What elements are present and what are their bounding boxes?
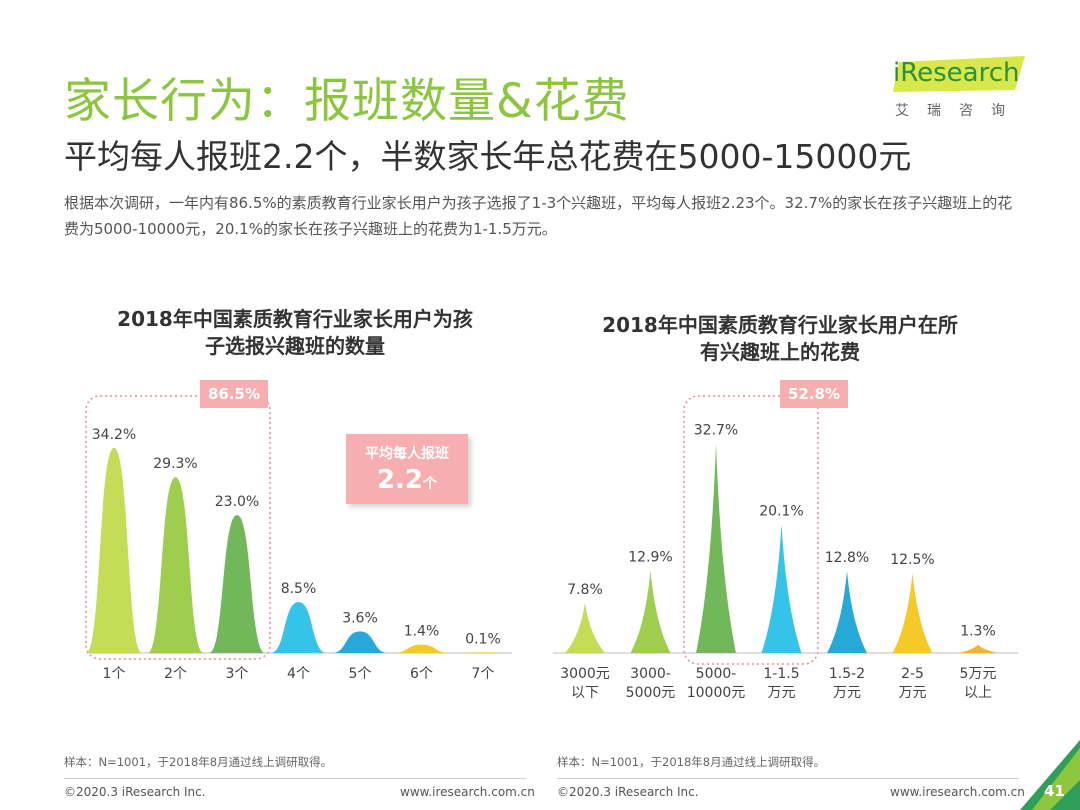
chart1-mark-0: [86, 447, 142, 653]
chart1-mark-1: [147, 477, 204, 653]
chart1-mark-2: [209, 515, 265, 653]
chart1-category-label-1: 2个: [164, 666, 187, 682]
chart1-value-label-6: 0.1%: [465, 631, 501, 647]
chart2-value-label-5: 12.5%: [890, 552, 934, 568]
average-callout-label: 平均每人报班: [365, 446, 449, 462]
chart2-value-label-6: 1.3%: [960, 624, 996, 640]
footer-divider-left: [64, 778, 526, 779]
chart2-category-label-1-0: 3000-: [630, 666, 671, 682]
chart2-mark-4: [827, 571, 867, 653]
chart2-category-label-3-1: 万元: [768, 685, 796, 701]
chart2-value-label-4: 12.8%: [825, 550, 869, 566]
chart2-value-label-1: 12.9%: [628, 549, 672, 565]
chart2-mark-6: [958, 644, 998, 653]
chart2-value-label-3: 20.1%: [759, 503, 803, 519]
chart2-sample-note: 样本：N=1001，于2018年8月通过线上调研取得。: [557, 755, 826, 769]
chart2-category-label-3-0: 1-1.5: [763, 666, 799, 682]
chart1-highlight-box: [85, 395, 271, 660]
chart1-mark-6: [455, 652, 511, 653]
chart2-plot: [553, 395, 1018, 665]
average-callout-value: 2.2个: [376, 465, 438, 495]
chart2-highlight-badge: 52.8%: [780, 380, 848, 408]
average-callout: 平均每人报班 2.2个: [346, 434, 468, 504]
footer-divider-right: [557, 778, 1019, 779]
iresearch-logo: iResearch 艾瑞咨询: [893, 56, 1028, 128]
average-callout-unit: 个: [423, 476, 438, 492]
chart2-category-label-4-1: 万元: [833, 685, 861, 701]
chart2-category-label-4-0: 1.5-2: [829, 666, 865, 682]
chart2-category-label-2-1: 10000元: [687, 685, 746, 701]
chart2-category-label-6-0: 5万元: [960, 666, 997, 682]
chart2-category-label-5-0: 2-5: [901, 666, 924, 682]
footer-copyright-right: ©2020.3 iResearch Inc.: [557, 785, 699, 799]
chart2-mark-3: [761, 524, 802, 653]
chart2-category-label-1-1: 5000元: [626, 685, 676, 701]
chart2-category-label-0-1: 以下: [571, 685, 599, 701]
chart1-title: 2018年中国素质教育行业家长用户为孩子选报兴趣班的数量: [117, 307, 473, 358]
chart2-mark-2: [696, 443, 736, 653]
chart1-sample-note: 样本：N=1001，于2018年8月通过线上调研取得。: [64, 755, 333, 769]
chart1-value-label-5: 1.4%: [404, 624, 440, 640]
page-number: 41: [1044, 782, 1065, 800]
chart1-value-label-3: 8.5%: [281, 581, 317, 597]
chart2-category-label-0-0: 3000元: [560, 666, 610, 682]
chart2-mark-1: [630, 570, 671, 653]
chart1-value-label-0: 34.2%: [92, 427, 136, 443]
logo-brand-text: iResearch: [893, 58, 1020, 88]
page-title: 家长行为：报班数量&花费: [64, 74, 630, 129]
page-subtitle: 平均每人报班2.2个，半数家长年总花费在5000-15000元: [64, 137, 912, 176]
chart1-category-label-0: 1个: [103, 666, 126, 682]
chart1-value-label-2: 23.0%: [215, 494, 259, 510]
footer-copyright-left: ©2020.3 iResearch Inc.: [64, 785, 206, 799]
chart1-mark-5: [393, 644, 450, 653]
chart2-mark-0: [565, 603, 605, 653]
chart1-category-label-3: 4个: [287, 666, 310, 682]
footer-website-right[interactable]: www.iresearch.com.cn: [890, 785, 1025, 799]
chart2-category-label-2-0: 5000-: [696, 666, 737, 682]
chart1-value-label-4: 3.6%: [342, 610, 378, 626]
chart1-category-label-4: 5个: [349, 666, 372, 682]
footer-website-left[interactable]: www.iresearch.com.cn: [400, 785, 535, 799]
chart2-title: 2018年中国素质教育行业家长用户在所有兴趣班上的花费: [602, 313, 958, 364]
chart1-value-label-1: 29.3%: [153, 456, 197, 472]
chart2-category-label-6-1: 以上: [964, 685, 992, 701]
logo-cn-text: 艾瑞咨询: [895, 103, 1023, 119]
chart2-mark-5: [892, 573, 933, 653]
chart1-category-label-5: 6个: [410, 666, 433, 682]
chart2-value-label-2: 32.7%: [694, 423, 738, 439]
chart1-highlight-badge: 86.5%: [200, 380, 268, 408]
logo-swoosh-icon: [893, 56, 1025, 92]
chart2-value-label-0: 7.8%: [567, 582, 603, 598]
chart1-mark-4: [332, 631, 388, 653]
chart1-category-label-2: 3个: [226, 666, 249, 682]
chart1-plot: [85, 395, 512, 660]
chart2-category-label-5-1: 万元: [899, 685, 927, 701]
chart1-category-label-6: 7个: [472, 666, 495, 682]
page-description: 根据本次调研，一年内有86.5%的素质教育行业家长用户为孩子选报了1-3个兴趣班…: [64, 194, 1013, 238]
page-corner-decoration: [1020, 740, 1080, 810]
chart1-mark-3: [270, 602, 327, 653]
